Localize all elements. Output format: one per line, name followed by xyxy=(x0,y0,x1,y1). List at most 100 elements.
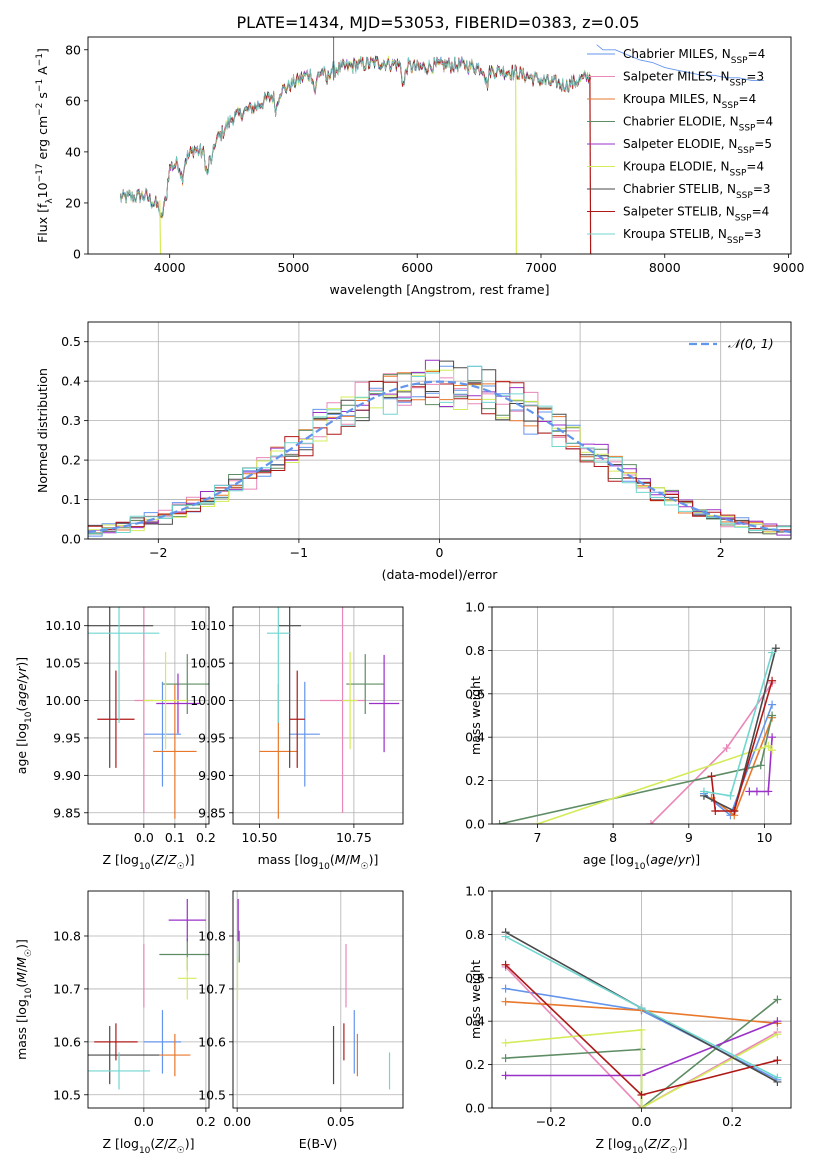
spectrum-line xyxy=(119,55,591,214)
legend-label: Kroupa MILES, NSSP=4 xyxy=(623,92,756,111)
panel-mass_vs_ebv: 0.00 0.05 10.5 10.6 10.7 10.8 E(B-V) xyxy=(198,890,404,1151)
y-tick-label: 80 xyxy=(65,42,81,57)
x-tick-label: 2 xyxy=(717,545,725,560)
weight-marker xyxy=(773,1017,782,1026)
x-tick-label: 0.2 xyxy=(196,830,216,845)
y-tick-label: 10.8 xyxy=(198,928,226,943)
legend-nssp-value: 4 xyxy=(762,205,770,219)
y-tick-label: 40 xyxy=(65,144,81,159)
legend-label: Kroupa STELIB, NSSP=3 xyxy=(623,227,761,246)
y-axis-label: Normed distribution xyxy=(35,368,50,493)
weight-marker xyxy=(707,772,716,781)
figure-title: PLATE=1434, MJD=53053, FIBERID=0383, z=0… xyxy=(236,13,639,32)
y-tick-label: 0.0 xyxy=(61,532,81,547)
x-axis-label: (data-model)/error xyxy=(382,567,499,582)
y-tick-label: 10.6 xyxy=(53,1034,81,1049)
x-tick-label: −2 xyxy=(149,545,167,560)
y-tick-label: 10.05 xyxy=(190,656,226,671)
x-tick-label: 10.50 xyxy=(242,830,278,845)
y-tick-label: 10.10 xyxy=(45,618,81,633)
weight-marker xyxy=(637,1090,646,1099)
y-tick-label: 0.6 xyxy=(465,970,485,985)
weight-marker xyxy=(711,806,720,815)
legend-nssp-value: 4 xyxy=(756,160,764,174)
weight-marker xyxy=(764,741,773,750)
plot-area xyxy=(88,898,209,1090)
y-tick-label: 10.05 xyxy=(45,656,81,671)
y-tick-label: 10.5 xyxy=(53,1087,81,1102)
plot-area xyxy=(501,928,782,1108)
axes-frame xyxy=(87,606,210,825)
spectrum-line xyxy=(119,56,591,219)
x-tick-label: 0.0 xyxy=(134,830,154,845)
spectrum-dropout xyxy=(159,200,162,254)
weight-marker xyxy=(501,960,510,969)
y-tick-label: 10.5 xyxy=(198,1087,226,1102)
axes-frame xyxy=(87,890,210,1109)
y-tick-label: 0.2 xyxy=(465,773,485,788)
y-tick-label: 9.90 xyxy=(53,768,81,783)
y-tick-label: 0.4 xyxy=(465,730,485,745)
y-tick-label: 0.0 xyxy=(465,817,485,832)
histogram-step xyxy=(88,365,791,536)
legend-label: Salpeter ELODIE, NSSP=5 xyxy=(623,137,772,156)
y-tick-label: 10.7 xyxy=(53,981,81,996)
y-tick-label: 0 xyxy=(73,247,81,262)
weight-line xyxy=(537,744,773,824)
weight-line xyxy=(505,1029,778,1108)
plot-area xyxy=(259,607,400,819)
y-tick-label: 9.95 xyxy=(53,730,81,745)
x-tick-label: 0.1 xyxy=(165,830,185,845)
weight-marker xyxy=(722,744,731,753)
y-tick-label: 0.4 xyxy=(465,1014,485,1029)
x-tick-label: 9 xyxy=(685,830,693,845)
x-axis-label: age [log10(age/yr)] xyxy=(583,852,700,872)
legend-label: Salpeter MILES, NSSP=3 xyxy=(623,70,764,89)
weight-marker xyxy=(646,820,655,824)
weight-marker xyxy=(730,806,739,815)
axes-frame xyxy=(491,606,792,825)
y-tick-label: 0.8 xyxy=(465,927,485,942)
weight-marker xyxy=(768,733,777,742)
y-axis-label: age [log10(age/yr)] xyxy=(14,657,34,774)
weight-marker xyxy=(501,1038,510,1047)
weight-marker xyxy=(756,761,765,770)
y-tick-label: 0.1 xyxy=(61,492,81,507)
y-tick-label: 0.4 xyxy=(61,374,81,389)
plot-area xyxy=(495,644,780,824)
panel-weight_vs_age: 7 8 9 10 0.0 0.2 0.4 0.6 0.8 1.0 age [log10(age/yr… xyxy=(465,600,792,872)
x-tick-label: 0.0 xyxy=(134,1114,154,1129)
weight-marker xyxy=(773,1056,782,1065)
x-tick-label: 10.75 xyxy=(336,830,372,845)
weight-marker xyxy=(637,1025,646,1034)
x-tick-label: 1 xyxy=(576,545,584,560)
model-extension-line xyxy=(596,44,764,81)
y-tick-label: 0.8 xyxy=(465,643,485,658)
y-tick-label: 1.0 xyxy=(465,600,485,615)
y-tick-label: 60 xyxy=(65,93,81,108)
weight-marker xyxy=(501,1054,510,1063)
x-tick-label: −1 xyxy=(290,545,308,560)
y-tick-label: 10.6 xyxy=(198,1034,226,1049)
x-tick-label: 6000 xyxy=(401,260,433,275)
legend-nssp-value: 4 xyxy=(766,115,774,129)
weight-marker xyxy=(773,1073,782,1082)
legend-nssp-value: 4 xyxy=(758,47,766,61)
weight-marker xyxy=(745,787,754,796)
spectrum-dropout xyxy=(515,72,517,254)
plot-area xyxy=(88,359,791,539)
y-tick-label: 10.8 xyxy=(53,928,81,943)
axes-frame xyxy=(87,321,792,540)
x-axis-label: E(B-V) xyxy=(299,1136,338,1151)
plot-area xyxy=(88,607,209,819)
panel-spectrum: 4000 5000 6000 7000 8000 9000 0 20 40 60 80 wavelen… xyxy=(35,36,804,297)
x-tick-label: 0.00 xyxy=(223,1114,251,1129)
x-tick-label: 5000 xyxy=(278,260,310,275)
legend-nssp-value: 3 xyxy=(756,70,764,84)
x-tick-label: 0.0 xyxy=(632,1114,652,1129)
weight-marker xyxy=(637,1104,646,1108)
weight-marker xyxy=(768,700,777,709)
x-axis-label: wavelength [Angstrom, rest frame] xyxy=(329,282,549,297)
weight-marker xyxy=(501,997,510,1006)
